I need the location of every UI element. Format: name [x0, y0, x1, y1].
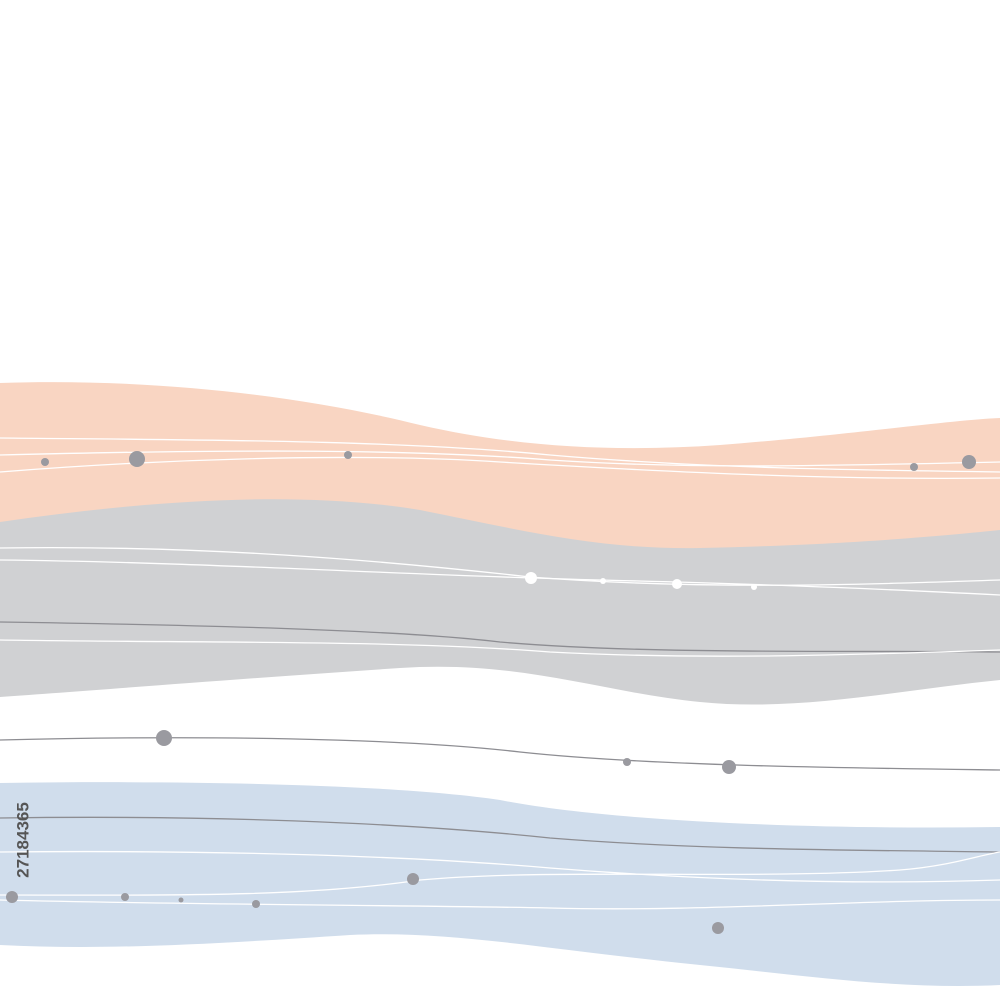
blue-dots	[6, 873, 724, 934]
blue-wave	[0, 782, 1000, 986]
gray-dots	[525, 572, 757, 590]
peach-dots	[41, 451, 976, 471]
middle-line	[0, 737, 1000, 771]
peach-lines	[0, 437, 1000, 480]
blue-lines	[0, 816, 1000, 910]
image-id: 27184365	[13, 802, 32, 878]
gray-wave	[0, 499, 1000, 705]
middle-dots	[156, 730, 736, 774]
